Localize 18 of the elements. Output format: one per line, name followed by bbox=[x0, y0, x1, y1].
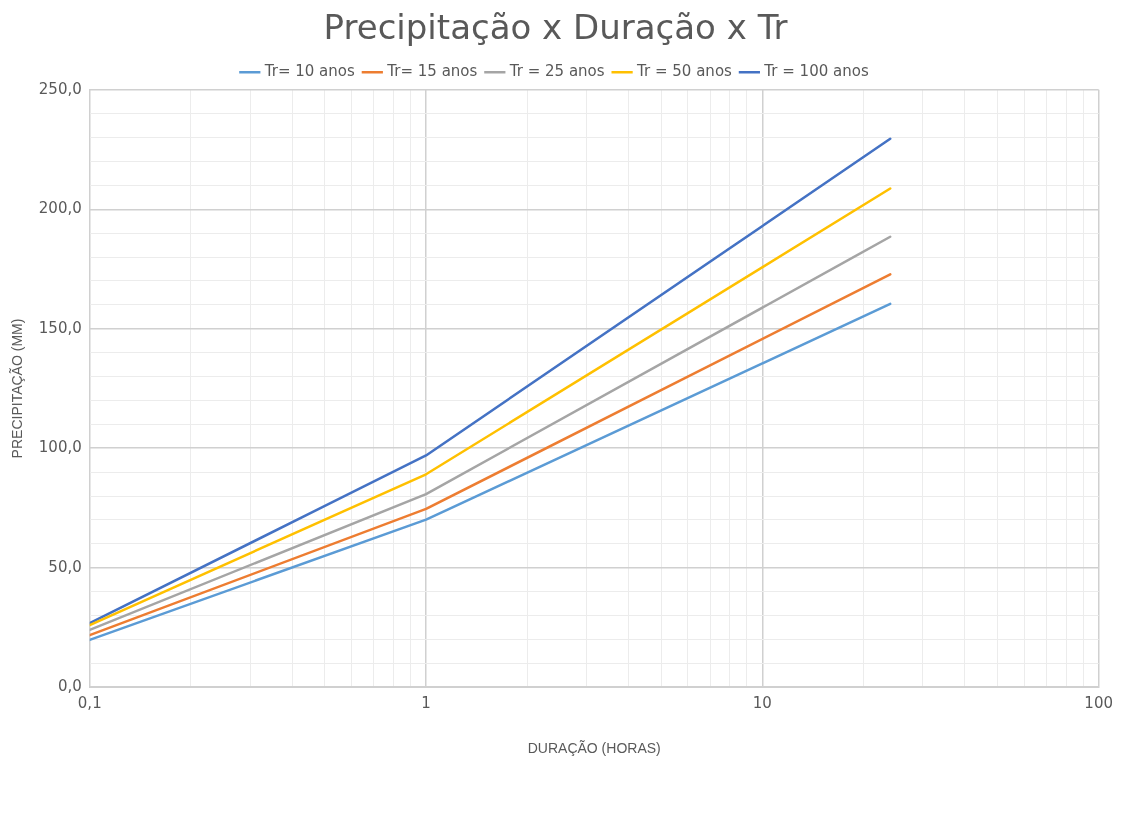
legend-label: Tr = 25 anos bbox=[508, 62, 605, 81]
y-axis-title: PRECIPITAÇÃO (MM) bbox=[9, 318, 26, 459]
y-tick-label: 50,0 bbox=[48, 557, 82, 576]
y-tick-label: 200,0 bbox=[38, 199, 82, 218]
legend-label: Tr = 100 anos bbox=[763, 62, 869, 81]
x-axis-title: DURAÇÃO (HORAS) bbox=[527, 740, 661, 757]
x-tick-label: 10 bbox=[752, 694, 772, 713]
y-tick-label: 150,0 bbox=[38, 318, 82, 337]
legend-label: Tr = 50 anos bbox=[636, 62, 733, 81]
legend-label: Tr= 10 anos bbox=[263, 62, 355, 81]
x-tick-label: 1 bbox=[421, 694, 431, 713]
legend-label: Tr= 15 anos bbox=[386, 62, 478, 81]
y-tick-label: 250,0 bbox=[38, 79, 82, 98]
chart-title: Precipitação x Duração x Tr bbox=[323, 7, 788, 48]
x-tick-label: 0,1 bbox=[77, 694, 102, 713]
y-tick-label: 0,0 bbox=[57, 677, 82, 696]
x-tick-label: 100 bbox=[1084, 694, 1114, 713]
y-tick-label: 100,0 bbox=[38, 438, 82, 457]
